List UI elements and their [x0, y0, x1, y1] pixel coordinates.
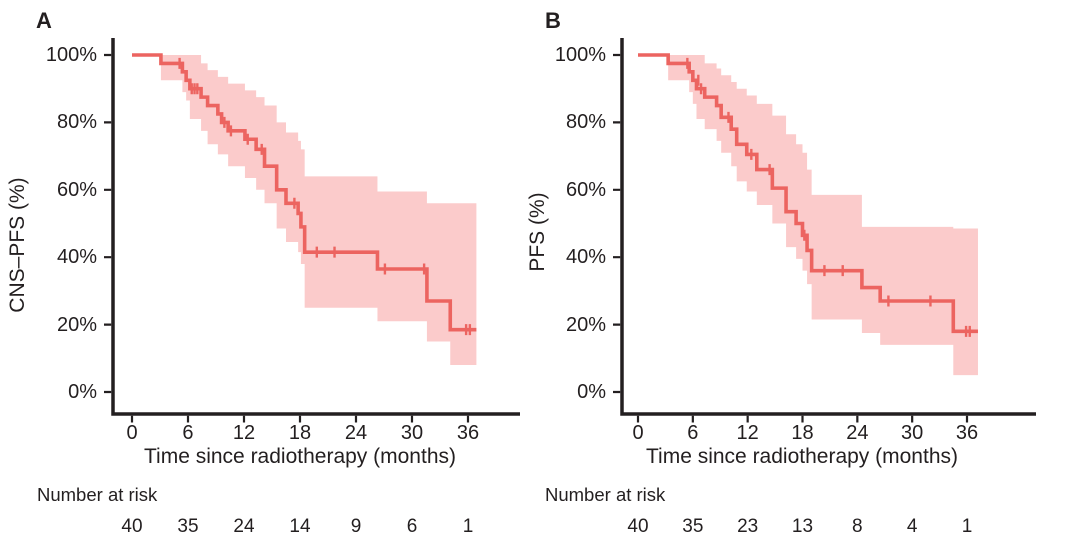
y-tick-label-b: 60%	[565, 178, 606, 201]
risk-count-a: 35	[177, 516, 199, 537]
risk-count-a: 9	[350, 516, 362, 537]
risk-count-a: 24	[233, 516, 255, 537]
tick-marks-b	[613, 53, 969, 423]
x-tick-label-a: 0	[126, 422, 138, 444]
risk-count-b: 35	[682, 516, 704, 537]
panel-b-number-at-risk-label: Number at risk	[545, 484, 666, 505]
risk-count-b: 8	[852, 516, 863, 537]
x-tick-label-b: 24	[846, 422, 869, 444]
risk-count-a: 14	[289, 516, 311, 537]
x-tick-label-a: 6	[182, 422, 194, 444]
x-tick-label-a: 24	[344, 422, 368, 444]
x-tick-label-b: 0	[632, 422, 644, 444]
risk-count-b: 1	[961, 516, 973, 537]
y-tick-label-a: 60%	[56, 178, 97, 201]
y-tick-label-b: 0%	[577, 381, 606, 403]
axes-b	[620, 38, 1036, 416]
x-tick-label-a: 36	[456, 422, 480, 444]
y-tick-label-b: 40%	[565, 246, 606, 269]
x-tick-label-b: 30	[901, 422, 924, 444]
axes-a	[111, 38, 520, 416]
y-tick-label-a: 100%	[45, 44, 97, 66]
censor-marks-b	[686, 57, 971, 337]
km-panel-a	[104, 38, 520, 423]
panel-b-x-axis-title: Time since radiotherapy (months)	[645, 445, 958, 468]
x-tick-label-a: 18	[288, 422, 312, 444]
risk-count-a: 1	[462, 516, 474, 537]
y-tick-label-a: 20%	[56, 313, 97, 336]
y-tick-label-a: 0%	[68, 381, 97, 403]
panel-b-letter: B	[545, 8, 561, 33]
risk-count-b: 23	[737, 516, 759, 537]
risk-count-b: 40	[627, 516, 649, 537]
censor-marks-a	[178, 57, 472, 336]
x-tick-label-a: 12	[232, 422, 256, 444]
panel-a-number-at-risk-label: Number at risk	[37, 484, 158, 505]
risk-count-b: 4	[906, 516, 918, 537]
x-tick-label-b: 36	[955, 422, 979, 444]
y-tick-label-a: 80%	[56, 111, 97, 134]
km-panel-b	[613, 38, 1036, 423]
panel-a-y-axis-title: CNS–PFS (%)	[6, 177, 29, 313]
risk-count-b: 13	[791, 516, 814, 537]
panel-a-letter: A	[36, 8, 52, 33]
risk-count-a: 40	[121, 516, 143, 537]
x-tick-label-b: 6	[687, 422, 699, 444]
x-tick-label-b: 12	[736, 422, 759, 444]
x-tick-label-a: 30	[400, 422, 424, 444]
x-tick-label-b: 18	[791, 422, 814, 444]
y-tick-label-b: 20%	[565, 313, 606, 336]
panel-a-x-axis-title: Time since radiotherapy (months)	[143, 445, 456, 468]
risk-count-a: 6	[406, 516, 418, 537]
y-tick-label-b: 100%	[554, 44, 606, 66]
tick-marks-a	[104, 53, 470, 423]
panel-b-y-axis-title: PFS (%)	[526, 192, 549, 272]
confidence-band-b	[668, 55, 978, 376]
y-tick-label-b: 80%	[565, 111, 606, 134]
y-tick-label-a: 40%	[56, 246, 97, 269]
